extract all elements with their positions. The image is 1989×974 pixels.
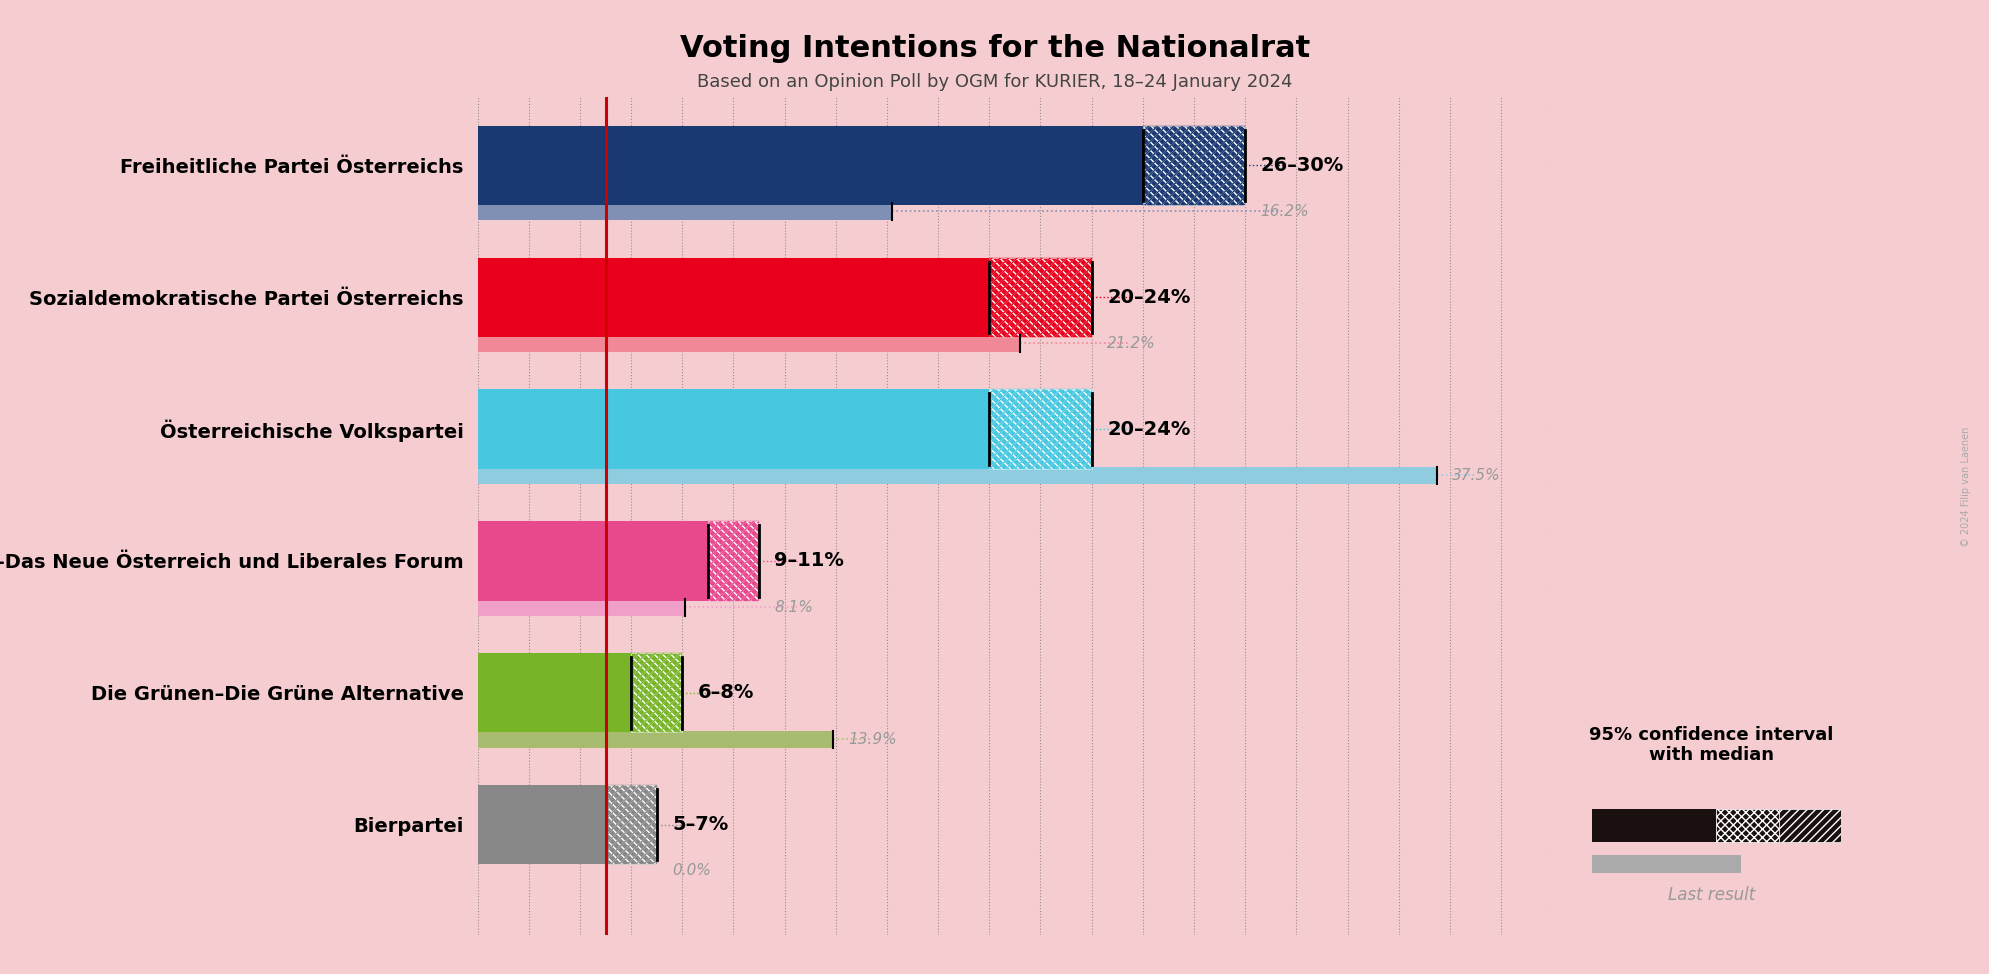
Bar <box>477 203 891 220</box>
Text: 20–24%: 20–24% <box>1106 287 1189 307</box>
Bar <box>1715 809 1778 842</box>
Bar <box>605 785 656 864</box>
Bar <box>477 785 605 864</box>
Bar <box>477 126 1142 205</box>
Text: 37.5%: 37.5% <box>1452 468 1500 483</box>
Text: 8.1%: 8.1% <box>774 600 814 615</box>
Bar <box>1591 809 1715 842</box>
Bar <box>989 390 1092 468</box>
Bar <box>477 390 989 468</box>
Bar <box>477 335 1020 352</box>
Text: 13.9%: 13.9% <box>847 731 897 746</box>
Bar <box>708 521 758 601</box>
Bar <box>631 654 682 732</box>
Text: 6–8%: 6–8% <box>698 684 754 702</box>
Bar <box>631 654 682 732</box>
Bar <box>477 654 631 732</box>
Bar <box>1142 126 1245 205</box>
Text: Based on an Opinion Poll by OGM for KURIER, 18–24 January 2024: Based on an Opinion Poll by OGM for KURI… <box>696 73 1293 91</box>
Bar <box>605 785 656 864</box>
Text: 21.2%: 21.2% <box>1106 336 1156 351</box>
Text: 20–24%: 20–24% <box>1106 420 1189 438</box>
Text: 26–30%: 26–30% <box>1259 156 1343 174</box>
Bar <box>477 257 989 337</box>
Text: 9–11%: 9–11% <box>774 551 843 571</box>
Bar <box>989 390 1092 468</box>
Text: 95% confidence interval
with median: 95% confidence interval with median <box>1589 726 1832 765</box>
Bar <box>1778 809 1840 842</box>
Bar <box>1591 855 1740 873</box>
Bar <box>477 599 684 616</box>
Bar <box>1142 126 1245 205</box>
Text: 0.0%: 0.0% <box>672 864 710 879</box>
Bar <box>477 730 833 747</box>
Bar <box>989 257 1092 337</box>
Bar <box>477 521 708 601</box>
Bar <box>989 257 1092 337</box>
Text: Last result: Last result <box>1667 886 1754 904</box>
Text: Voting Intentions for the Nationalrat: Voting Intentions for the Nationalrat <box>680 34 1309 63</box>
Bar <box>708 521 758 601</box>
Text: 5–7%: 5–7% <box>672 815 728 835</box>
Bar <box>477 467 1436 484</box>
Text: © 2024 Filip van Laenen: © 2024 Filip van Laenen <box>1959 427 1971 547</box>
Text: 16.2%: 16.2% <box>1259 204 1309 219</box>
